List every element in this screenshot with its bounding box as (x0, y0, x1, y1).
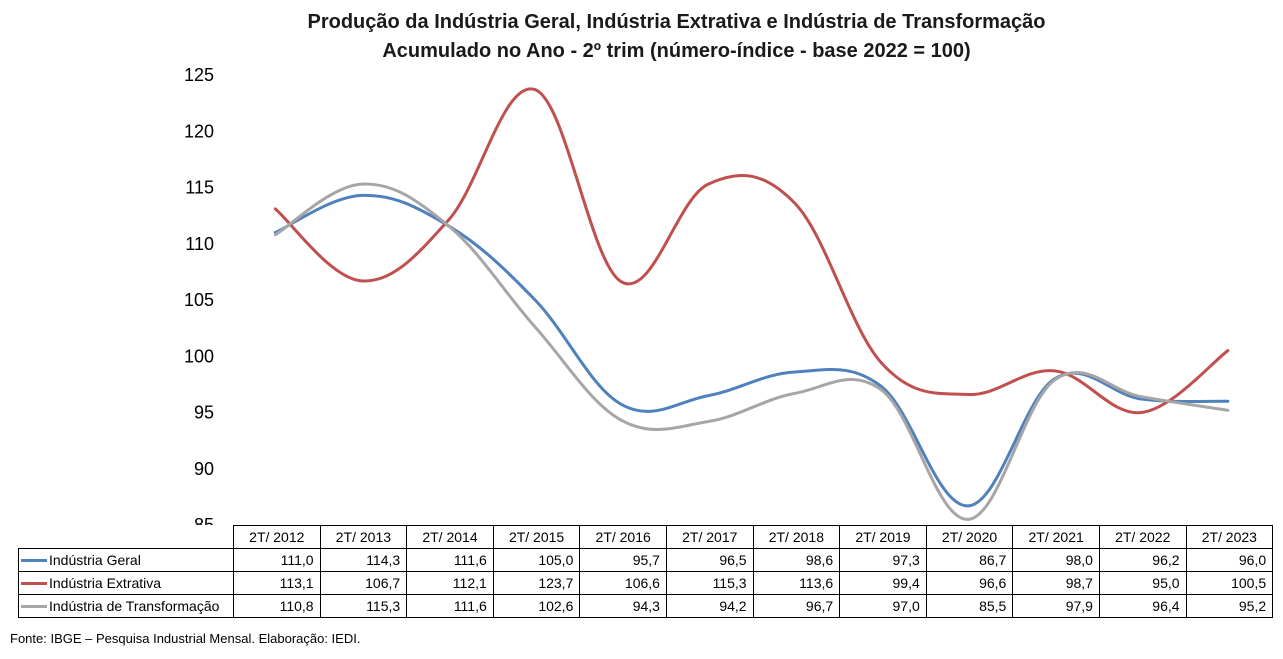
series-line-2 (273, 182, 1230, 521)
data-label: 97,0 (839, 594, 927, 618)
series-lines (273, 87, 1230, 521)
legend-swatch (21, 581, 47, 585)
data-label: 106,7 (319, 571, 408, 595)
data-label: 102,6 (492, 594, 581, 618)
data-label: 98,0 (1012, 548, 1100, 572)
y-tick-label: 90 (194, 459, 214, 479)
data-label: 95,2 (1185, 594, 1274, 618)
data-label: 97,3 (839, 548, 927, 572)
data-label: 98,6 (752, 548, 841, 572)
data-label: 95,7 (579, 548, 667, 572)
data-table: 2T/ 2012 2T/ 2013 2T/ 2014 2T/ 2015 2T/ 2016… (18, 525, 1274, 618)
data-label: 114,3 (319, 548, 408, 572)
data-label: 106,6 (579, 571, 667, 595)
series-line-1 (273, 87, 1230, 415)
chart-subtitle: Acumulado no Ano - 2º trim (número-índic… (382, 40, 971, 62)
data-label: 85,5 (925, 594, 1014, 618)
data-label: 86,7 (925, 548, 1014, 572)
chart-plot: 85 90 95 100 105 110 115 120 125 (184, 65, 1230, 525)
category-label: 2T/ 2012 (233, 525, 321, 549)
legend-swatch (21, 558, 47, 562)
legend-swatch (21, 604, 47, 608)
series-name: Indústria Geral (49, 552, 141, 568)
category-label: 2T/ 2015 (492, 525, 581, 549)
data-label: 99,4 (839, 571, 927, 595)
data-label: 110,8 (233, 594, 321, 618)
data-label: 94,2 (665, 594, 754, 618)
data-label: 95,0 (1098, 571, 1187, 595)
category-label: 2T/ 2014 (406, 525, 494, 549)
series-name: Indústria de Transformação (49, 598, 220, 614)
y-tick-label: 100 (184, 346, 214, 366)
data-label: 94,3 (579, 594, 667, 618)
category-label: 2T/ 2023 (1185, 525, 1274, 549)
category-label: 2T/ 2013 (319, 525, 408, 549)
category-label: 2T/ 2022 (1098, 525, 1187, 549)
data-label: 96,7 (752, 594, 841, 618)
data-table-row: Indústria Extrativa 113,1 106,7 112,1 123,7 1… (18, 571, 1274, 595)
data-label: 96,6 (925, 571, 1014, 595)
series-name: Indústria Extrativa (49, 575, 162, 591)
y-tick-label: 125 (184, 65, 214, 85)
category-label: 2T/ 2019 (839, 525, 927, 549)
data-label: 115,3 (319, 594, 408, 618)
legend-entry: Indústria de Transformação (18, 594, 234, 618)
chart-title-block: Produção da Indústria Geral, Indústria E… (0, 8, 1283, 66)
chart-title: Produção da Indústria Geral, Indústria E… (307, 11, 1046, 33)
data-label: 96,4 (1098, 594, 1187, 618)
y-tick-label: 120 (184, 121, 214, 141)
data-table-header-row: 2T/ 2012 2T/ 2013 2T/ 2014 2T/ 2015 2T/ 2016… (19, 525, 1274, 549)
y-tick-label: 95 (194, 403, 214, 423)
data-table-corner (19, 526, 234, 549)
category-label: 2T/ 2021 (1012, 525, 1100, 549)
y-tick-label: 110 (185, 234, 214, 254)
data-label: 111,0 (233, 548, 321, 572)
category-label: 2T/ 2017 (665, 525, 754, 549)
y-axis: 85 90 95 100 105 110 115 120 125 (184, 65, 214, 525)
data-label: 98,7 (1012, 571, 1100, 595)
data-label: 112,1 (406, 571, 494, 595)
category-label: 2T/ 2018 (752, 525, 841, 549)
data-label: 96,5 (665, 548, 754, 572)
data-label: 111,6 (406, 548, 494, 572)
data-label: 100,5 (1185, 571, 1274, 595)
legend-entry: Indústria Extrativa (18, 571, 234, 595)
y-tick-label: 105 (184, 290, 214, 310)
data-table-row: Indústria Geral 111,0 114,3 111,6 105,0 95,7 9… (18, 548, 1274, 572)
y-tick-label: 115 (185, 178, 214, 198)
data-label: 111,6 (406, 594, 494, 618)
data-label: 113,1 (233, 571, 321, 595)
category-label: 2T/ 2020 (925, 525, 1014, 549)
data-label: 96,0 (1185, 548, 1274, 572)
data-label: 105,0 (492, 548, 581, 572)
data-table-row: Indústria de Transformação 110,8 115,3 111,… (18, 594, 1274, 618)
category-label: 2T/ 2016 (579, 525, 667, 549)
source-note: Fonte: IBGE – Pesquisa Industrial Mensal… (10, 631, 361, 646)
data-label: 123,7 (492, 571, 581, 595)
data-label: 113,6 (752, 571, 841, 595)
y-tick-label: 85 (194, 515, 214, 525)
data-label: 97,9 (1012, 594, 1100, 618)
data-label: 96,2 (1098, 548, 1187, 572)
series-line-0 (273, 193, 1230, 508)
legend-entry: Indústria Geral (18, 548, 234, 572)
data-label: 115,3 (665, 571, 754, 595)
